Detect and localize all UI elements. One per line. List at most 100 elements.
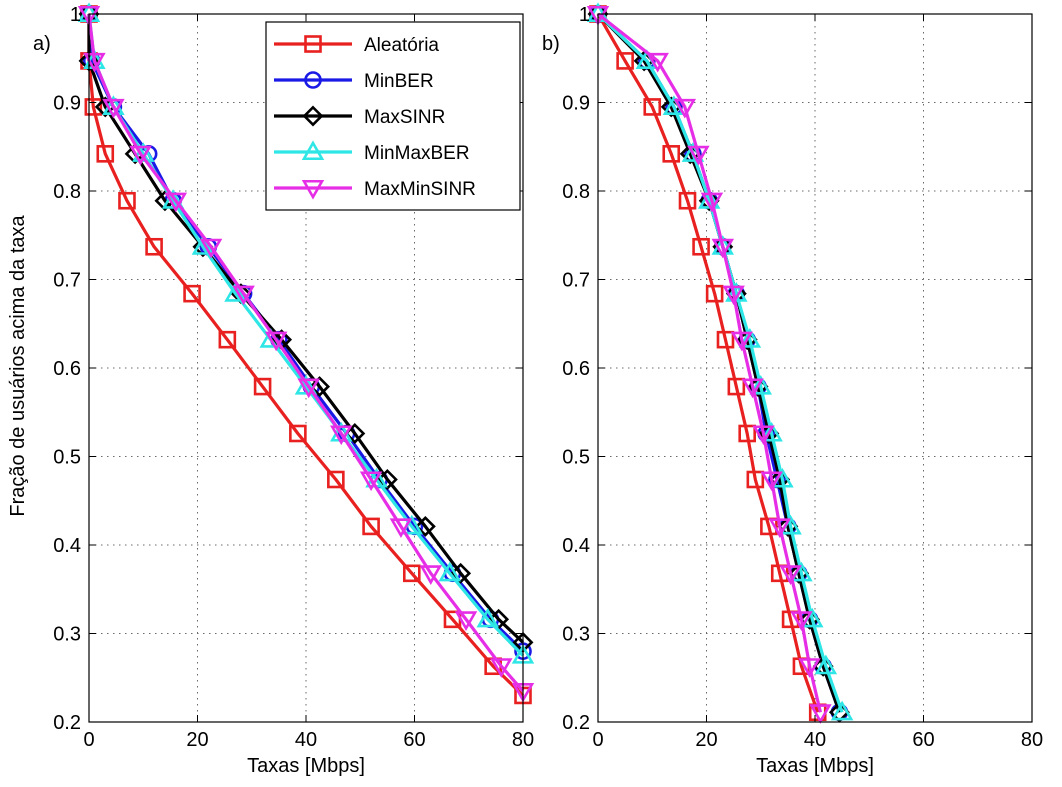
data-point-marker [830, 700, 854, 721]
data-point-marker [749, 374, 772, 395]
x-tick-label: 20 [186, 729, 208, 751]
data-point-marker [678, 191, 697, 210]
x-tick-label: 40 [295, 729, 317, 751]
data-point-marker [183, 284, 201, 303]
data-point-marker [616, 52, 634, 70]
y-tick-label: 0.6 [562, 358, 590, 380]
y-tick-label: 0.8 [53, 181, 81, 203]
y-tick-label: 0.2 [53, 712, 81, 734]
y-tick-label: 0.5 [562, 447, 590, 469]
data-point-marker [289, 424, 307, 443]
data-point-marker [414, 515, 436, 537]
legend-marker [304, 71, 322, 89]
data-point-marker [224, 282, 247, 302]
data-point-marker [790, 611, 813, 631]
legend-marker [304, 35, 322, 53]
series-maxminsinr [586, 5, 832, 724]
data-point-marker [359, 471, 383, 492]
data-point-marker [722, 285, 745, 306]
data-point-marker [199, 238, 223, 259]
data-point-marker [752, 425, 775, 446]
y-tick-label: 0.4 [562, 535, 590, 557]
y-tick-label: 0.9 [562, 93, 590, 115]
y-tick-label: 0.2 [562, 712, 590, 734]
data-point-marker [705, 284, 724, 303]
y-tick-label: 0.3 [562, 624, 590, 646]
data-point-marker [646, 52, 669, 73]
data-point-marker [760, 421, 783, 442]
x-tick-label: 0 [592, 729, 603, 751]
x-tick-label: 0 [83, 729, 94, 751]
data-point-marker [164, 192, 188, 213]
data-point-marker [490, 658, 513, 678]
data-point-marker [738, 328, 762, 348]
y-tick-label: 0.3 [53, 624, 81, 646]
data-point-marker [711, 238, 735, 259]
series-line [596, 13, 820, 713]
panel-label: b) [542, 33, 560, 55]
data-point-marker [83, 52, 106, 73]
data-point-marker [330, 425, 353, 446]
data-point-marker [402, 564, 421, 583]
data-point-marker [692, 237, 710, 256]
data-point-marker [798, 658, 821, 678]
data-point-marker [309, 376, 331, 398]
data-point-marker [687, 145, 710, 166]
legend: Aleatória MinBER MaxSINR MinMaxBER MaxMinSIN… [265, 21, 521, 211]
data-point-marker [779, 565, 802, 585]
y-tick-label: 1 [70, 4, 81, 26]
x-axis-label: Taxas [Mbps] [756, 755, 874, 777]
data-point-marker [746, 470, 765, 489]
data-point-marker [662, 145, 681, 163]
data-point-marker [362, 517, 380, 536]
data-point-marker [488, 608, 510, 630]
legend-marker [302, 105, 324, 127]
data-point-marker [760, 471, 783, 492]
y-tick-label: 0.8 [562, 181, 590, 203]
data-point-marker [450, 562, 472, 584]
data-point-marker [145, 237, 163, 256]
data-point-marker [454, 611, 478, 631]
data-point-marker [741, 378, 764, 399]
series-line [87, 13, 525, 693]
series-line [596, 12, 844, 713]
data-point-marker [814, 654, 838, 675]
legend-label: Aleatória [364, 35, 439, 56]
x-tick-label: 40 [804, 729, 826, 751]
x-tick-label: 20 [695, 729, 717, 751]
data-point-marker [232, 285, 255, 306]
data-point-marker [438, 561, 462, 582]
legend-entry: MaxSINR [274, 105, 445, 128]
data-point-marker [730, 331, 754, 352]
series-line [597, 12, 822, 713]
data-point-marker [643, 98, 662, 116]
chart-panel-b: 0 20 40 60 80 0.2 0.3 0.4 0.5 0.6 0.7 0.8 0.9 1 b) Taxa… [542, 2, 1043, 777]
x-tick-label: 60 [912, 729, 934, 751]
data-point-marker [96, 145, 115, 163]
y-tick-label: 0.7 [53, 270, 81, 292]
y-tick-label: 0.6 [53, 358, 81, 380]
data-point-marker [191, 235, 215, 255]
data-point-marker [809, 704, 832, 724]
data-point-marker [586, 5, 610, 26]
data-point-marker [700, 192, 724, 213]
data-point-marker [476, 607, 499, 628]
legend-entry: MinMaxBER [274, 140, 470, 164]
panel-label: a) [33, 33, 51, 55]
data-point-marker [118, 191, 136, 210]
legend-marker [301, 179, 325, 200]
data-point-marker [698, 190, 720, 212]
x-tick-label: 60 [403, 729, 425, 751]
x-tick-label: 80 [1021, 729, 1043, 751]
legend-marker [301, 140, 325, 161]
y-tick-label: 0.5 [53, 447, 81, 469]
data-point-marker [419, 565, 443, 585]
data-point-marker [768, 518, 791, 539]
legend-label: MaxSINR [364, 107, 445, 128]
data-point-marker [727, 377, 746, 396]
y-axis-label: Fração de usuários acima da taxa [7, 214, 29, 516]
x-axis-label: Taxas [Mbps] [247, 755, 365, 777]
data-point-marker [389, 518, 413, 539]
data-point-marker [673, 98, 697, 119]
